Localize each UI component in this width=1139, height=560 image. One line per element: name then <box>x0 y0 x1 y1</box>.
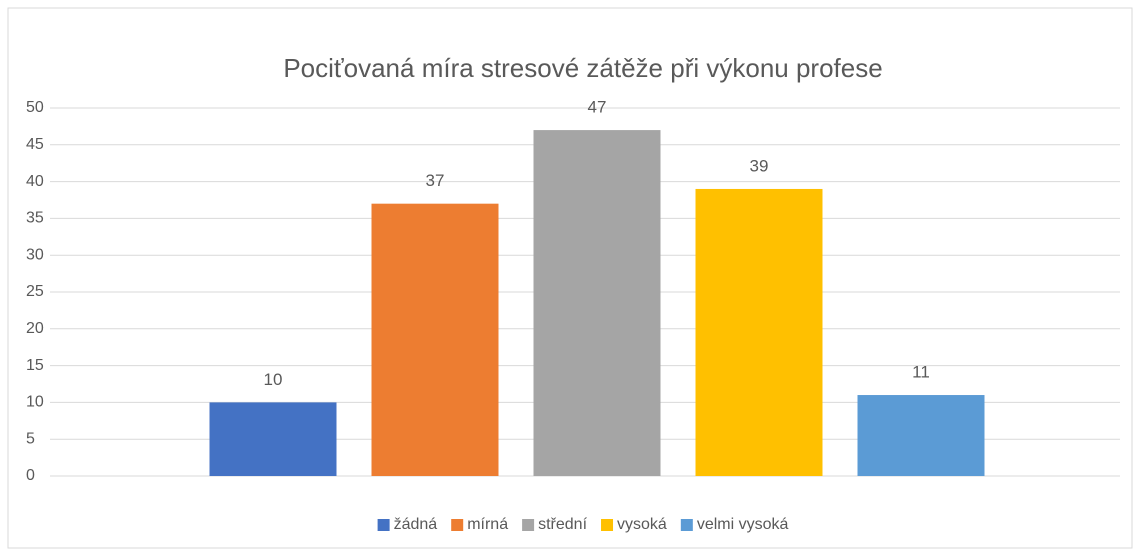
legend-label: žádná <box>394 516 438 533</box>
y-tick-label: 15 <box>26 357 44 374</box>
chart-title: Pociťovaná míra stresové zátěže při výko… <box>283 53 882 83</box>
bar <box>533 130 661 476</box>
value-label: 37 <box>426 171 445 190</box>
bar <box>857 395 985 476</box>
value-label: 47 <box>588 98 607 117</box>
legend-label: vysoká <box>617 516 667 533</box>
legend-swatch <box>451 519 464 531</box>
value-label: 10 <box>264 370 283 389</box>
legend-label: střední <box>538 516 587 533</box>
bar <box>695 188 823 476</box>
legend-swatch <box>601 519 614 531</box>
legend-label: mírná <box>467 516 508 533</box>
legend-label: velmi vysoká <box>697 516 789 533</box>
bar <box>371 203 499 476</box>
value-label: 11 <box>912 363 930 382</box>
y-tick-label: 50 <box>26 99 44 116</box>
value-label: 39 <box>750 156 769 175</box>
y-tick-label: 0 <box>26 467 35 484</box>
y-tick-label: 25 <box>26 283 44 300</box>
legend-swatch <box>680 519 693 531</box>
y-tick-label: 40 <box>26 173 44 190</box>
y-tick-label: 20 <box>26 320 44 337</box>
y-tick-label: 5 <box>26 430 35 447</box>
bar <box>209 402 337 476</box>
legend-swatch <box>522 519 535 531</box>
y-tick-label: 35 <box>26 210 44 227</box>
y-tick-label: 30 <box>26 246 44 263</box>
legend-swatch <box>377 519 390 531</box>
y-tick-label: 45 <box>26 136 44 153</box>
y-tick-label: 10 <box>26 394 44 411</box>
